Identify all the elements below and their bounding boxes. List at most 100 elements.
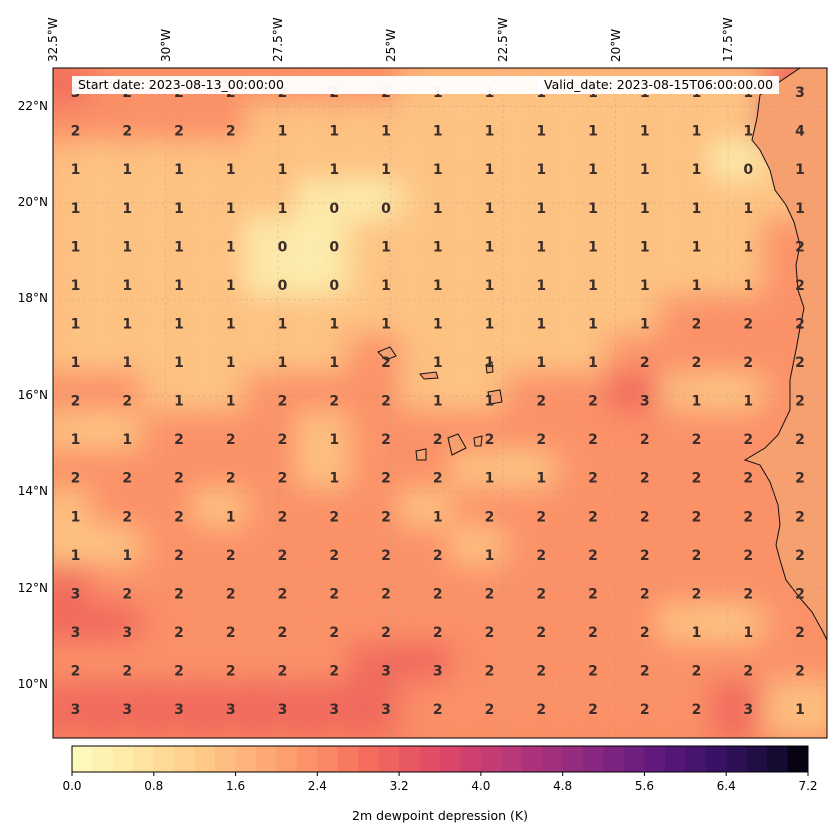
- longitude-label: 30°W: [158, 28, 173, 62]
- grid-value: 1: [536, 201, 546, 217]
- grid-value: 2: [381, 432, 391, 448]
- grid-value: 1: [122, 548, 132, 564]
- grid-value: 2: [588, 586, 598, 602]
- west-africa-coast: [743, 68, 827, 641]
- cape-verde-island: [485, 361, 494, 374]
- grid-value: 2: [329, 586, 339, 602]
- grid-value: 1: [174, 162, 184, 178]
- grid-value: 1: [71, 548, 81, 564]
- field-cell: [761, 680, 827, 738]
- grid-value: 2: [278, 586, 288, 602]
- grid-value: 1: [640, 239, 650, 255]
- grid-value: 1: [226, 317, 236, 333]
- colorbar-swatch: [624, 746, 645, 772]
- longitude-label: 20°W: [608, 28, 623, 62]
- grid-value: 1: [692, 394, 702, 410]
- grid-value: 1: [71, 509, 81, 525]
- colorbar-tick-label: 0.8: [144, 779, 164, 793]
- cape-verde-island: [487, 389, 503, 405]
- colorbar-swatch: [685, 746, 707, 772]
- grid-value: 1: [640, 317, 650, 333]
- grid-value: 1: [71, 201, 81, 217]
- grid-value: 2: [536, 664, 546, 680]
- latitude-label: 10°N: [17, 676, 48, 691]
- longitude-label: 25°W: [383, 28, 398, 62]
- grid-value: 1: [795, 702, 805, 718]
- grid-value: 2: [795, 509, 805, 525]
- grid-value: 2: [588, 548, 598, 564]
- colorbar-swatch: [276, 746, 298, 772]
- grid-value: 1: [433, 162, 443, 178]
- grid-value: 2: [743, 317, 753, 333]
- grid-value: 2: [485, 432, 495, 448]
- grid-value: 2: [536, 702, 546, 718]
- grid-value: 2: [226, 625, 236, 641]
- grid-value: 2: [433, 432, 443, 448]
- grid-value: 3: [743, 702, 753, 718]
- grid-value: 1: [433, 394, 443, 410]
- colorbar-swatch: [583, 746, 605, 772]
- grid-value: 2: [329, 548, 339, 564]
- grid-value: 2: [174, 432, 184, 448]
- latitude-label: 16°N: [17, 387, 48, 402]
- grid-value: 1: [588, 278, 598, 294]
- colorbar-swatch: [767, 746, 789, 772]
- grid-value: 2: [122, 664, 132, 680]
- grid-value: 1: [329, 124, 339, 140]
- grid-value: 1: [71, 162, 81, 178]
- grid-value: 2: [640, 625, 650, 641]
- grid-value: 2: [381, 394, 391, 410]
- colorbar-tick-label: 7.2: [798, 779, 818, 793]
- grid-value: 2: [588, 394, 598, 410]
- grid-value: 2: [122, 471, 132, 487]
- grid-value: 1: [174, 317, 184, 333]
- grid-value: 2: [174, 548, 184, 564]
- grid-value: 2: [278, 471, 288, 487]
- grid-value: 1: [381, 317, 391, 333]
- grid-value: 2: [536, 394, 546, 410]
- grid-value: 3: [381, 664, 391, 680]
- grid-value: 1: [536, 317, 546, 333]
- grid-value: 1: [743, 278, 753, 294]
- grid-value: 2: [329, 664, 339, 680]
- grid-value: 3: [71, 586, 81, 602]
- grid-value: 0: [329, 201, 339, 217]
- grid-value: 2: [381, 548, 391, 564]
- grid-value: 1: [433, 355, 443, 371]
- grid-value: 2: [795, 471, 805, 487]
- grid-value: 1: [536, 471, 546, 487]
- colorbar-swatch: [603, 746, 625, 772]
- grid-value: 2: [795, 625, 805, 641]
- grid-value: 2: [640, 471, 650, 487]
- grid-value: 2: [795, 586, 805, 602]
- grid-value: 2: [536, 625, 546, 641]
- colorbar: [71, 745, 809, 776]
- grid-value: 2: [433, 702, 443, 718]
- grid-value: 2: [174, 664, 184, 680]
- grid-value: 1: [278, 355, 288, 371]
- grid-value: 1: [226, 201, 236, 217]
- cape-verde-island: [447, 433, 467, 456]
- grid-value: 1: [122, 355, 132, 371]
- colorbar-swatch: [664, 746, 686, 772]
- grid-value: 1: [485, 124, 495, 140]
- grid-value: 1: [278, 317, 288, 333]
- grid-value: 2: [536, 432, 546, 448]
- grid-value: 2: [174, 509, 184, 525]
- cape-verde-island: [473, 435, 483, 447]
- grid-value: 2: [795, 355, 805, 371]
- colorbar-swatch: [399, 746, 421, 772]
- grid-value: 2: [122, 124, 132, 140]
- grid-value: 2: [640, 586, 650, 602]
- grid-value: 1: [433, 201, 443, 217]
- latitude-label: 12°N: [17, 580, 48, 595]
- grid-value: 2: [278, 664, 288, 680]
- grid-value: 2: [692, 471, 702, 487]
- grid-value: 2: [640, 664, 650, 680]
- longitude-label: 27.5°W: [271, 17, 285, 62]
- grid-value: 1: [71, 317, 81, 333]
- longitude-label: 17.5°W: [721, 17, 735, 62]
- grid-value: 2: [795, 394, 805, 410]
- grid-value: 3: [433, 664, 443, 680]
